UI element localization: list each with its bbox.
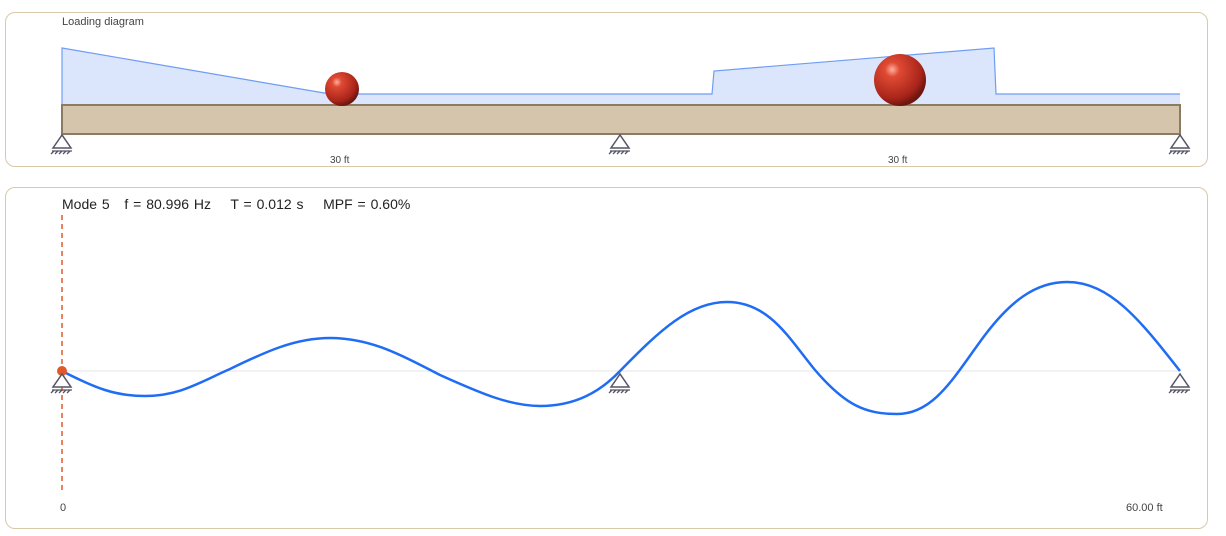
mode-shape-curve xyxy=(61,280,1181,416)
x-end-label: 60.00 ft xyxy=(1126,502,1163,514)
support-icon xyxy=(608,134,631,155)
loading-diagram-title: Loading diagram xyxy=(62,16,144,28)
x-start-label: 0 xyxy=(60,502,67,514)
span-label-1: 30 ft xyxy=(330,155,350,166)
mass-participation: MPF = 0.60% xyxy=(323,196,411,212)
point-load-ball-large xyxy=(874,54,926,106)
support-icon xyxy=(50,134,73,155)
span-label-2: 30 ft xyxy=(888,155,908,166)
mode-info: Mode 5 f = 80.996 Hz T = 0.012 s MPF = 0… xyxy=(62,196,410,212)
beam xyxy=(61,104,1181,135)
support-icon xyxy=(608,373,631,394)
frequency: f = 80.996 Hz xyxy=(124,196,212,212)
position-marker-dot[interactable] xyxy=(57,366,67,376)
point-load-ball-small xyxy=(325,72,359,106)
distributed-load-outline xyxy=(61,47,1180,105)
support-icon xyxy=(1168,373,1191,394)
period: T = 0.012 s xyxy=(230,196,304,212)
support-icon xyxy=(1168,134,1191,155)
mode-label: Mode 5 xyxy=(62,196,110,212)
support-icon xyxy=(50,373,73,394)
mode-shape-panel: Mode 5 f = 80.996 Hz T = 0.012 s MPF = 0… xyxy=(5,187,1208,529)
